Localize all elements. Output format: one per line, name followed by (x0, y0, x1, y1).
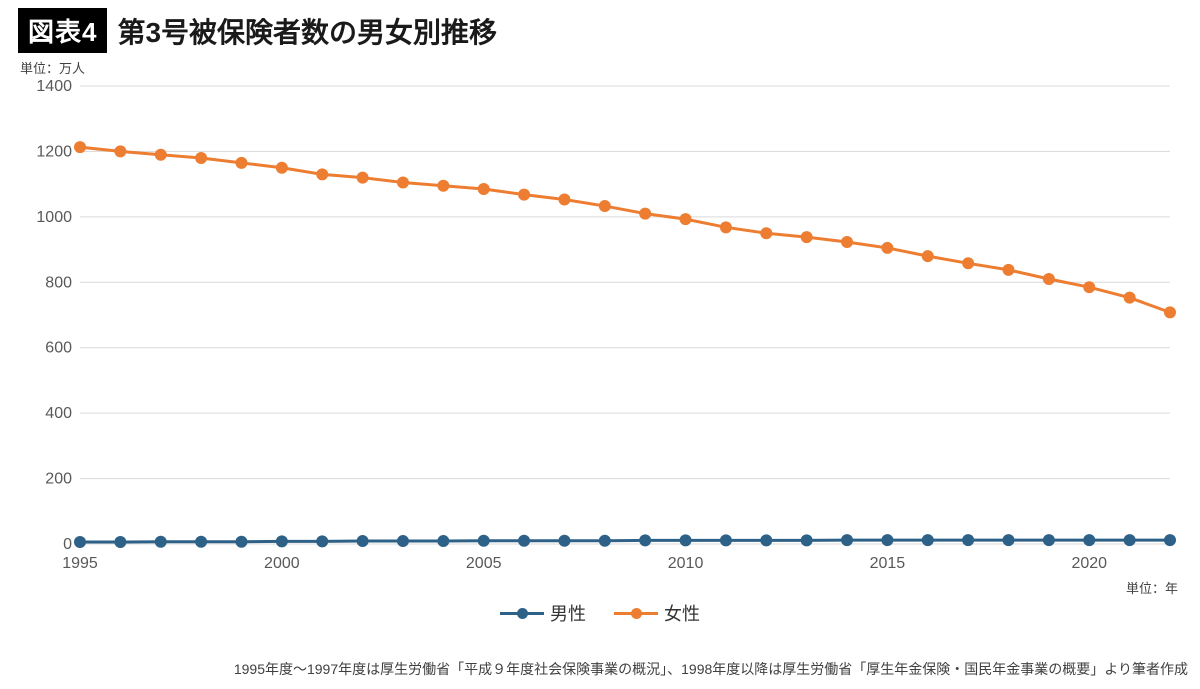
chart-header: 図表4 第3号被保険者数の男女別推移 (0, 0, 1200, 57)
svg-text:2020: 2020 (1071, 555, 1107, 572)
legend-swatch-male (500, 606, 544, 620)
x-axis-unit-label: 単位：年 (1126, 578, 1178, 597)
chart-svg: 0 200 400 600 800 1000 1200 1400 1995 2000 2005 201… (20, 78, 1180, 578)
svg-text:1200: 1200 (36, 143, 72, 160)
legend-item-male: 男性 (500, 600, 586, 626)
chart-title: 第3号被保険者数の男女別推移 (117, 11, 497, 51)
svg-text:400: 400 (45, 405, 72, 422)
svg-text:0: 0 (63, 536, 72, 553)
svg-text:1995: 1995 (62, 555, 98, 572)
legend-item-female: 女性 (614, 600, 700, 626)
svg-text:2005: 2005 (466, 555, 502, 572)
svg-text:1400: 1400 (36, 78, 72, 95)
chart-legend: 男性 女性 (0, 600, 1200, 626)
figure-badge: 図表4 (18, 8, 107, 53)
y-axis-unit-label: 単位：万人 (20, 58, 85, 77)
svg-text:2010: 2010 (668, 555, 704, 572)
chart-footnote: 1995年度～1997年度は厚生労働省「平成９年度社会保険事業の概況」、1998… (8, 659, 1188, 679)
svg-text:800: 800 (45, 274, 72, 291)
legend-label-male: 男性 (550, 600, 586, 626)
svg-text:2015: 2015 (870, 555, 906, 572)
line-chart: 0 200 400 600 800 1000 1200 1400 1995 2000 2005 201… (20, 78, 1180, 578)
svg-text:1000: 1000 (36, 209, 72, 226)
svg-text:2000: 2000 (264, 555, 300, 572)
svg-text:600: 600 (45, 340, 72, 357)
legend-swatch-female (614, 606, 658, 620)
legend-label-female: 女性 (664, 600, 700, 626)
svg-text:200: 200 (45, 471, 72, 488)
